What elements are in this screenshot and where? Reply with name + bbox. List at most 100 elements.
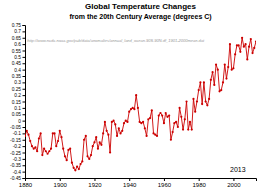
y-tick-label: 0.3 (14, 80, 21, 85)
temperature-point (76, 165, 78, 167)
x-tick: 1900 (54, 178, 68, 188)
temperature-point (255, 40, 256, 42)
x-tick: 2000 (227, 178, 241, 188)
temperature-point (119, 132, 121, 134)
y-tick-mark (23, 31, 26, 32)
y-tick: -0.05 (10, 125, 25, 130)
source-note: http://www.ncdc.noaa.gov/pub/data/anomal… (27, 38, 205, 43)
temperature-point (48, 150, 50, 152)
y-tick-mark (23, 133, 26, 134)
y-tick: 0.65 (12, 36, 25, 41)
temperature-point (133, 108, 135, 110)
y-tick: -0.4 (13, 170, 25, 175)
temperature-point (196, 100, 198, 102)
temperature-point (128, 111, 130, 113)
temperature-point (41, 154, 43, 156)
y-tick-mark (23, 82, 26, 83)
y-tick-label: -0.35 (10, 163, 21, 168)
temperature-point (172, 131, 174, 133)
x-tick-label: 1920 (88, 182, 102, 188)
y-tick: 0.15 (12, 100, 25, 105)
temperature-point (46, 153, 48, 155)
temperature-point (116, 135, 118, 137)
y-tick-mark (23, 95, 26, 96)
y-tick-mark (23, 108, 26, 109)
year-label: 2013 (230, 166, 246, 173)
y-tick: 0.55 (12, 49, 25, 54)
temperature-point (85, 135, 87, 137)
y-tick: 0.25 (12, 87, 25, 92)
temperature-point (224, 63, 226, 65)
temperature-point (99, 141, 101, 143)
temperature-point (250, 38, 252, 40)
temperature-point (241, 37, 243, 39)
temperature-point (246, 58, 248, 60)
temperature-point (121, 130, 123, 132)
temperature-point (192, 98, 194, 100)
temperature-point (78, 168, 80, 170)
temperature-point (220, 89, 222, 91)
temperature-point (86, 155, 88, 157)
y-tick: 0.6 (14, 42, 25, 47)
x-tick-label: 2000 (227, 182, 241, 188)
y-tick-label: 0.4 (14, 68, 21, 73)
y-tick-label: -0.05 (10, 125, 21, 130)
temperature-point (66, 159, 68, 161)
temperature-point (69, 148, 71, 150)
temperature-point (45, 150, 47, 152)
y-tick-mark (23, 63, 26, 64)
temperature-point (227, 66, 229, 68)
temperature-point (55, 145, 57, 147)
y-tick-label: 0.1 (14, 106, 21, 111)
temperature-point (170, 139, 172, 141)
x-tick: 1980 (193, 178, 207, 188)
y-tick: 0.5 (14, 55, 25, 60)
temperature-point (104, 121, 106, 123)
x-tick-mark (233, 178, 234, 181)
temperature-point (156, 135, 158, 137)
temperature-point (232, 67, 234, 69)
temperature-point (184, 118, 186, 120)
y-tick-mark (23, 121, 26, 122)
temperature-point (40, 132, 42, 134)
temperature-point (26, 130, 28, 132)
temperature-point (201, 103, 203, 105)
x-tick-label: 1940 (123, 182, 137, 188)
temperature-point (106, 130, 108, 132)
temperature-point (107, 134, 109, 136)
temperature-point (90, 154, 92, 156)
x-tick-mark (60, 178, 61, 181)
temperature-point (142, 121, 144, 123)
y-tick: -0.25 (10, 151, 25, 156)
temperature-point (180, 116, 182, 118)
y-tick-label: 0 (18, 119, 21, 124)
subtitle: from the 20th Century Average (degrees C… (69, 13, 211, 21)
temperature-point (109, 151, 111, 153)
y-tick-mark (23, 146, 26, 147)
temperature-point (168, 114, 170, 116)
temperature-point (25, 135, 26, 137)
y-tick-mark (23, 178, 26, 179)
y-tick: -0.35 (10, 163, 25, 168)
temperature-point (34, 146, 36, 148)
y-tick-mark (23, 25, 26, 26)
temperature-point (59, 130, 61, 132)
temperature-point (163, 122, 165, 124)
y-tick-mark (23, 70, 26, 71)
temperature-point (137, 107, 139, 109)
y-tick-label: -0.2 (13, 144, 22, 149)
temperature-point (189, 121, 191, 123)
temperature-line (25, 38, 256, 171)
temperature-point (74, 169, 76, 171)
temperature-point (50, 148, 52, 150)
x-tick-mark (199, 178, 200, 181)
x-tick-label: 1900 (54, 182, 68, 188)
temperature-point (62, 148, 64, 150)
temperature-point (114, 123, 116, 125)
temperature-point (83, 139, 85, 141)
temperature-point (93, 141, 95, 143)
y-tick: 0.1 (14, 106, 25, 111)
temperature-point (239, 51, 241, 53)
temperature-point (213, 84, 215, 86)
temperature-point (57, 140, 59, 142)
